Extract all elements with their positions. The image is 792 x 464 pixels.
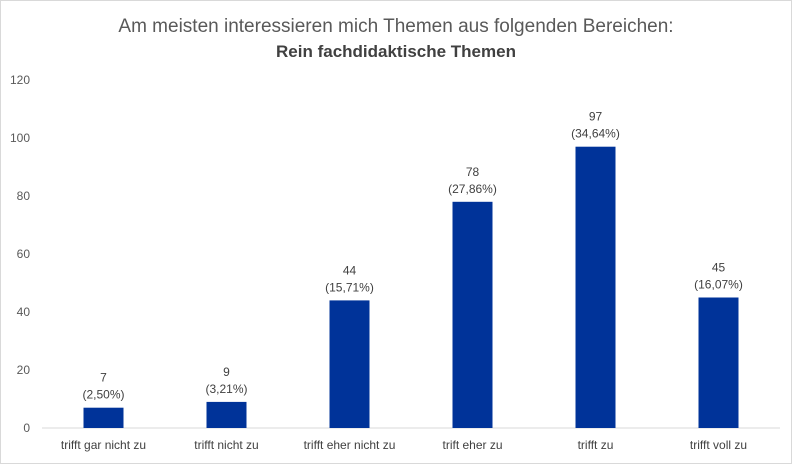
- data-labels: 7 (2,50%) 9 (3,21%) 44 (15,71%) 78 (27,86%) 97 (3…: [82, 110, 742, 402]
- category-labels: trifft gar nicht zu trifft nicht zu trifft…: [61, 438, 747, 452]
- y-tick-label: 120: [10, 73, 30, 87]
- data-label-value: 78: [466, 165, 480, 179]
- bar-5: [575, 146, 616, 428]
- data-label-percent: (15,71%): [325, 280, 374, 294]
- y-tick-label: 0: [23, 421, 30, 435]
- y-tick-label: 100: [10, 131, 30, 145]
- y-axis-ticks: 0 20 40 60 80 100 120: [10, 73, 30, 435]
- bar-6: [698, 297, 739, 428]
- data-label-percent: (16,07%): [694, 278, 743, 292]
- bar-3: [329, 300, 370, 428]
- x-category-label: trifft nicht zu: [194, 438, 258, 452]
- y-tick-label: 40: [17, 305, 31, 319]
- data-label-value: 44: [343, 263, 357, 277]
- data-label-value: 9: [223, 365, 230, 379]
- y-tick-label: 80: [17, 189, 31, 203]
- data-label-value: 45: [712, 261, 726, 275]
- data-label-value: 7: [100, 371, 107, 385]
- data-label-percent: (27,86%): [448, 182, 497, 196]
- x-category-label: trift eher zu: [442, 438, 502, 452]
- chart-title-block: Am meisten interessieren mich Themen aus…: [0, 14, 792, 64]
- bar-2: [206, 401, 247, 428]
- data-label-percent: (34,64%): [571, 127, 620, 141]
- data-label-value: 97: [589, 110, 603, 124]
- y-tick-label: 20: [17, 363, 31, 377]
- x-category-label: trifft gar nicht zu: [61, 438, 146, 452]
- x-category-label: trifft voll zu: [690, 438, 747, 452]
- data-label-percent: (2,50%): [82, 388, 124, 402]
- y-tick-label: 60: [17, 247, 31, 261]
- chart-title: Am meisten interessieren mich Themen aus…: [118, 16, 674, 37]
- x-category-label: trifft zu: [578, 438, 614, 452]
- chart-subtitle: Rein fachdidaktische Themen: [276, 42, 516, 61]
- bar-4: [452, 201, 493, 428]
- x-category-label: trifft eher nicht zu: [304, 438, 396, 452]
- data-label-percent: (3,21%): [205, 382, 247, 396]
- bar-1: [83, 407, 124, 428]
- bars: [83, 146, 739, 428]
